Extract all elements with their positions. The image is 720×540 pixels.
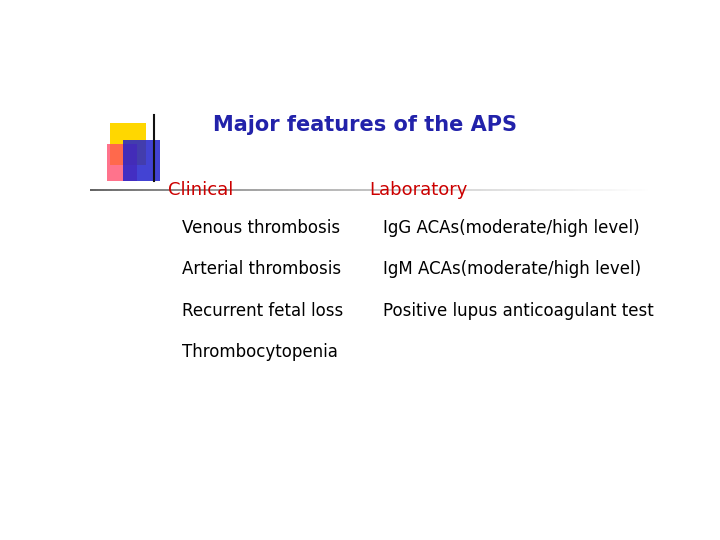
Text: Laboratory: Laboratory bbox=[369, 181, 467, 199]
FancyBboxPatch shape bbox=[124, 140, 160, 181]
Text: Recurrent fetal loss: Recurrent fetal loss bbox=[182, 302, 343, 320]
Text: Venous thrombosis: Venous thrombosis bbox=[182, 219, 340, 237]
Text: Positive lupus anticoagulant test: Positive lupus anticoagulant test bbox=[383, 302, 654, 320]
Text: Thrombocytopenia: Thrombocytopenia bbox=[182, 343, 338, 361]
Text: Clinical: Clinical bbox=[168, 181, 233, 199]
Text: IgM ACAs(moderate/high level): IgM ACAs(moderate/high level) bbox=[383, 260, 641, 278]
Text: Major features of the APS: Major features of the APS bbox=[213, 114, 517, 134]
FancyBboxPatch shape bbox=[109, 123, 145, 165]
Text: Arterial thrombosis: Arterial thrombosis bbox=[182, 260, 341, 278]
Text: IgG ACAs(moderate/high level): IgG ACAs(moderate/high level) bbox=[383, 219, 639, 237]
FancyBboxPatch shape bbox=[107, 144, 138, 181]
